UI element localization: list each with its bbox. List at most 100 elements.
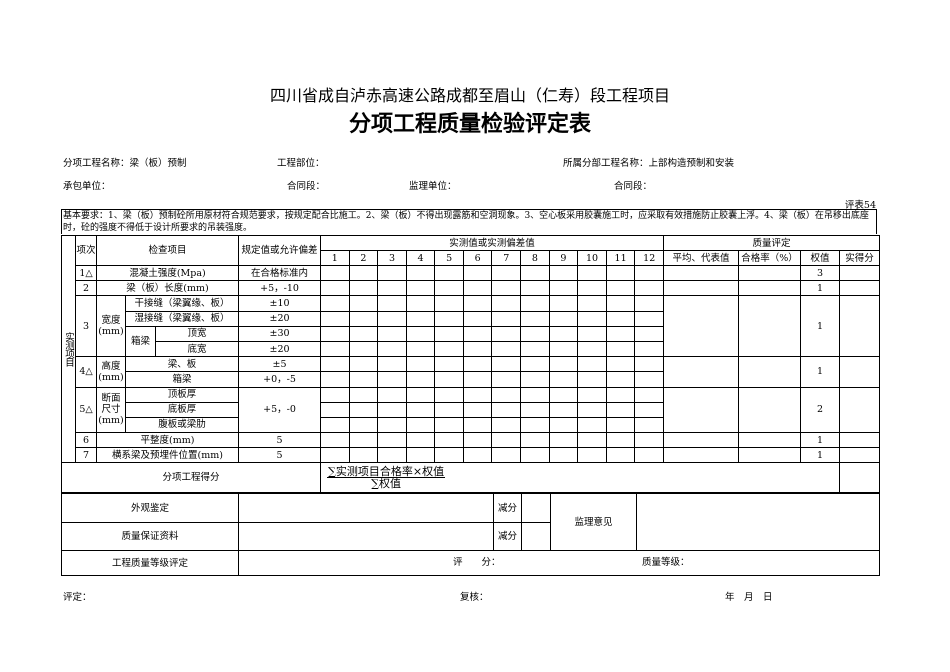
measure-cell[interactable] bbox=[320, 371, 350, 388]
measure-cell[interactable] bbox=[405, 310, 436, 327]
grade-eval-cell[interactable]: 评 分： 质量等级： bbox=[238, 550, 880, 576]
measure-cell[interactable] bbox=[377, 447, 407, 464]
score-cell[interactable] bbox=[839, 432, 881, 449]
measure-cell[interactable] bbox=[377, 386, 407, 403]
measure-cell[interactable] bbox=[548, 325, 579, 342]
measure-cell[interactable] bbox=[434, 310, 464, 327]
measure-cell[interactable] bbox=[605, 325, 636, 342]
measure-cell[interactable] bbox=[434, 416, 464, 434]
measure-cell[interactable] bbox=[577, 401, 607, 418]
measure-cell[interactable] bbox=[348, 340, 379, 358]
measure-cell[interactable] bbox=[548, 264, 579, 282]
measure-cell[interactable] bbox=[491, 356, 522, 373]
measure-cell[interactable] bbox=[634, 340, 665, 358]
measure-cell[interactable] bbox=[462, 386, 493, 403]
measure-cell[interactable] bbox=[434, 401, 464, 418]
measure-cell[interactable] bbox=[462, 340, 493, 358]
measure-cell[interactable] bbox=[462, 264, 493, 282]
measure-cell[interactable] bbox=[520, 386, 550, 403]
measure-cell[interactable] bbox=[405, 432, 436, 449]
measure-cell[interactable] bbox=[320, 340, 350, 358]
measure-cell[interactable] bbox=[548, 340, 579, 358]
measure-cell[interactable] bbox=[434, 447, 464, 464]
measure-cell[interactable] bbox=[462, 280, 493, 297]
measure-cell[interactable] bbox=[605, 280, 636, 297]
measure-cell[interactable] bbox=[491, 416, 522, 434]
measure-cell[interactable] bbox=[605, 340, 636, 358]
score-cell[interactable] bbox=[839, 356, 881, 388]
measure-cell[interactable] bbox=[520, 356, 550, 373]
measure-cell[interactable] bbox=[548, 310, 579, 327]
measure-cell[interactable] bbox=[634, 264, 665, 282]
measure-cell[interactable] bbox=[348, 386, 379, 403]
measure-cell[interactable] bbox=[605, 432, 636, 449]
measure-cell[interactable] bbox=[434, 280, 464, 297]
measure-cell[interactable] bbox=[577, 416, 607, 434]
measure-cell[interactable] bbox=[605, 447, 636, 464]
measure-cell[interactable] bbox=[605, 371, 636, 388]
measure-cell[interactable] bbox=[377, 432, 407, 449]
measure-cell[interactable] bbox=[520, 432, 550, 449]
measure-cell[interactable] bbox=[520, 310, 550, 327]
measure-cell[interactable] bbox=[405, 295, 436, 312]
measure-cell[interactable] bbox=[405, 416, 436, 434]
measure-cell[interactable] bbox=[377, 264, 407, 282]
measure-cell[interactable] bbox=[634, 416, 665, 434]
measure-cell[interactable] bbox=[320, 264, 350, 282]
measure-cell[interactable] bbox=[605, 401, 636, 418]
measure-cell[interactable] bbox=[405, 356, 436, 373]
measure-cell[interactable] bbox=[520, 416, 550, 434]
score-cell[interactable] bbox=[839, 386, 881, 434]
avg-cell[interactable] bbox=[663, 447, 740, 464]
measure-cell[interactable] bbox=[377, 325, 407, 342]
measure-cell[interactable] bbox=[520, 325, 550, 342]
measure-cell[interactable] bbox=[491, 447, 522, 464]
rate-cell[interactable] bbox=[738, 264, 802, 282]
measure-cell[interactable] bbox=[377, 310, 407, 327]
measure-cell[interactable] bbox=[520, 401, 550, 418]
measure-cell[interactable] bbox=[320, 416, 350, 434]
measure-cell[interactable] bbox=[577, 264, 607, 282]
measure-cell[interactable] bbox=[320, 325, 350, 342]
measure-cell[interactable] bbox=[348, 401, 379, 418]
avg-cell[interactable] bbox=[663, 386, 740, 434]
measure-cell[interactable] bbox=[434, 386, 464, 403]
measure-cell[interactable] bbox=[320, 386, 350, 403]
measure-cell[interactable] bbox=[462, 325, 493, 342]
quality-docs-input[interactable] bbox=[238, 522, 494, 551]
score-cell[interactable] bbox=[839, 295, 881, 358]
measure-cell[interactable] bbox=[434, 340, 464, 358]
measure-cell[interactable] bbox=[377, 295, 407, 312]
measure-cell[interactable] bbox=[434, 432, 464, 449]
measure-cell[interactable] bbox=[405, 280, 436, 297]
measure-cell[interactable] bbox=[520, 447, 550, 464]
measure-cell[interactable] bbox=[634, 356, 665, 373]
measure-cell[interactable] bbox=[320, 401, 350, 418]
measure-cell[interactable] bbox=[491, 386, 522, 403]
quality-docs-deduct-input[interactable] bbox=[521, 522, 551, 551]
rate-cell[interactable] bbox=[738, 280, 802, 297]
measure-cell[interactable] bbox=[320, 295, 350, 312]
measure-cell[interactable] bbox=[520, 264, 550, 282]
measure-cell[interactable] bbox=[577, 280, 607, 297]
measure-cell[interactable] bbox=[577, 310, 607, 327]
rate-cell[interactable] bbox=[738, 356, 802, 388]
measure-cell[interactable] bbox=[634, 310, 665, 327]
measure-cell[interactable] bbox=[491, 340, 522, 358]
measure-cell[interactable] bbox=[634, 325, 665, 342]
rate-cell[interactable] bbox=[738, 295, 802, 358]
measure-cell[interactable] bbox=[491, 295, 522, 312]
appearance-input[interactable] bbox=[238, 493, 494, 523]
measure-cell[interactable] bbox=[348, 295, 379, 312]
measure-cell[interactable] bbox=[520, 280, 550, 297]
measure-cell[interactable] bbox=[548, 295, 579, 312]
measure-cell[interactable] bbox=[348, 325, 379, 342]
measure-cell[interactable] bbox=[377, 416, 407, 434]
measure-cell[interactable] bbox=[405, 401, 436, 418]
measure-cell[interactable] bbox=[491, 432, 522, 449]
measure-cell[interactable] bbox=[462, 416, 493, 434]
measure-cell[interactable] bbox=[634, 280, 665, 297]
subitem-score-value[interactable] bbox=[839, 462, 881, 494]
measure-cell[interactable] bbox=[462, 310, 493, 327]
measure-cell[interactable] bbox=[377, 340, 407, 358]
